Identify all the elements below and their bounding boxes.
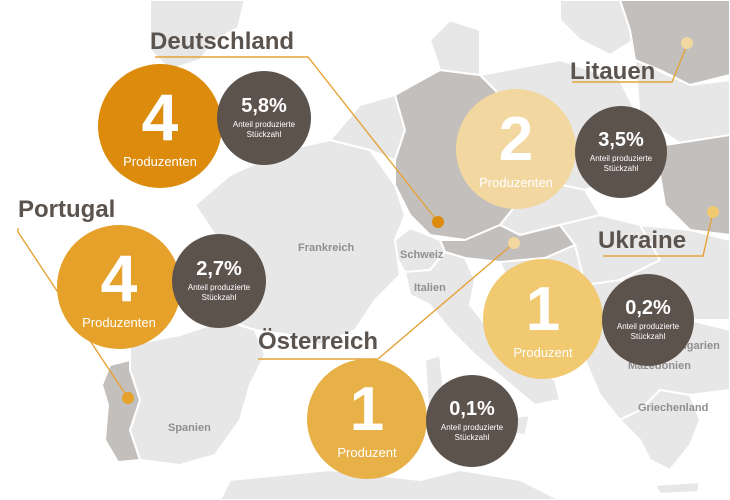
map-ukraine <box>659 134 730 236</box>
producer-count-portugal: 4 <box>100 240 138 315</box>
share-circle-litauen: 3,5% Anteil produzierte Stückzahl <box>575 106 667 198</box>
share-label-line1: Anteil produzierte <box>589 154 653 163</box>
title-ukraine: Ukraine <box>598 227 687 254</box>
map-britain <box>149 0 246 71</box>
share-label-line2: Stückzahl <box>246 130 282 139</box>
share-percent-litauen: 3,5% <box>598 129 644 151</box>
title-oesterreich: Österreich <box>258 328 379 355</box>
share-percent-ukraine: 0,2% <box>625 297 671 319</box>
map-label-frankreich: Frankreich <box>298 242 355 254</box>
map-label-italien: Italien <box>414 282 446 294</box>
producer-count-oesterreich: 1 <box>349 374 385 444</box>
share-label-deutschland: Anteil produzierte Stückzahl <box>233 120 295 140</box>
share-label-line2: Stückzahl <box>201 293 237 302</box>
producer-circle-deutschland: 4 Produzenten <box>98 64 222 188</box>
map-label-spanien: Spanien <box>168 422 211 434</box>
share-label-litauen: Anteil produzierte Stückzahl <box>590 154 652 174</box>
producer-count-ukraine: 1 <box>525 274 561 344</box>
share-circle-portugal: 2,7% Anteil produzierte Stückzahl <box>172 234 266 328</box>
share-label-line1: Anteil produzierte <box>187 283 251 292</box>
producer-unit-litauen: Produzenten <box>479 174 553 190</box>
producer-unit-oesterreich: Produzent <box>337 444 397 460</box>
producer-circle-ukraine: 1 Produzent <box>483 259 603 379</box>
map-spain <box>129 319 266 466</box>
producer-unit-portugal: Produzenten <box>82 314 156 330</box>
map-north-africa <box>219 469 561 500</box>
map-denmark <box>429 19 481 76</box>
map-crete <box>654 481 701 495</box>
title-deutschland: Deutschland <box>150 28 295 55</box>
share-label-line1: Anteil produzierte <box>616 322 680 331</box>
share-percent-deutschland: 5,8% <box>241 95 287 117</box>
share-label-line1: Anteil produzierte <box>232 120 296 129</box>
title-litauen: Litauen <box>570 58 656 85</box>
share-label-line2: Stückzahl <box>454 433 490 442</box>
producer-circle-litauen: 2 Produzenten <box>456 89 576 209</box>
share-label-portugal: Anteil produzierte Stückzahl <box>188 283 250 303</box>
title-portugal: Portugal <box>18 196 116 223</box>
map-label-griechenland: Griechenland <box>638 402 709 414</box>
share-percent-portugal: 2,7% <box>196 258 242 280</box>
share-circle-deutschland: 5,8% Anteil produzierte Stückzahl <box>217 71 311 165</box>
share-label-oesterreich: Anteil produzierte Stückzahl <box>441 423 503 443</box>
share-circle-ukraine: 0,2% Anteil produzierte Stückzahl <box>602 274 694 366</box>
producer-unit-deutschland: Produzenten <box>123 153 197 169</box>
share-label-line2: Stückzahl <box>603 164 639 173</box>
producer-unit-ukraine: Produzent <box>513 344 573 360</box>
share-label-line2: Stückzahl <box>630 332 666 341</box>
share-percent-oesterreich: 0,1% <box>449 398 495 420</box>
producer-circle-oesterreich: 1 Produzent <box>307 359 427 479</box>
producer-count-litauen: 2 <box>498 104 534 174</box>
share-label-ukraine: Anteil produzierte Stückzahl <box>617 322 679 342</box>
share-circle-oesterreich: 0,1% Anteil produzierte Stückzahl <box>426 375 518 467</box>
map-greece <box>619 389 701 471</box>
producer-circle-portugal: 4 Produzenten <box>57 225 181 349</box>
producer-count-deutschland: 4 <box>141 79 179 154</box>
share-label-line1: Anteil produzierte <box>440 423 504 432</box>
map-label-schweiz: Schweiz <box>400 249 444 261</box>
